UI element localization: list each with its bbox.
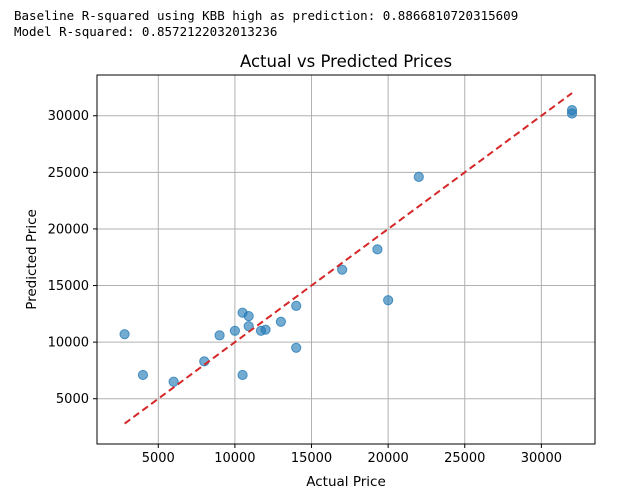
data-point [275,316,286,327]
data-point [243,310,254,322]
data-point [137,369,149,381]
y-tick-label: 25000 [48,166,89,181]
data-point [168,376,179,387]
x-tick-label: 10000 [214,451,255,466]
data-points [119,104,578,387]
plot-frame [96,74,596,445]
x-tick-label: 20000 [367,451,408,466]
y-tick-label: 30000 [48,109,89,124]
data-point [383,295,394,306]
reference-line-group [123,92,573,425]
data-point [413,171,424,182]
data-point [260,324,271,335]
data-point [566,108,578,119]
axis-ticks: 5000 10000 15000 20000 25000 30000 5000 10000 15… [48,109,562,466]
data-point [291,342,302,353]
y-tick-label: 15000 [48,279,89,294]
data-point [291,300,302,312]
x-axis-label: Actual Price [306,474,386,490]
x-tick-label: 5000 [142,451,175,466]
baseline-r2-output: Baseline R-squared using KBB high as pre… [14,8,519,23]
model-r2-output: Model R-squared: 0.8572122032013236 [14,24,278,39]
y-tick-label: 20000 [48,222,89,237]
y-axis-label: Predicted Price [24,209,40,310]
chart-title: Actual vs Predicted Prices [240,52,452,71]
data-point [119,329,130,340]
x-tick-label: 15000 [291,451,332,466]
grid [97,75,595,444]
y-tick-label: 10000 [48,336,89,351]
y-tick-label: 5000 [56,392,89,407]
reference-line [123,92,573,425]
data-point [214,330,225,341]
x-tick-label: 25000 [444,451,485,466]
data-point [229,325,241,336]
x-tick-label: 30000 [521,451,562,466]
data-point [337,264,348,275]
data-point [237,369,248,381]
data-point [372,244,383,255]
